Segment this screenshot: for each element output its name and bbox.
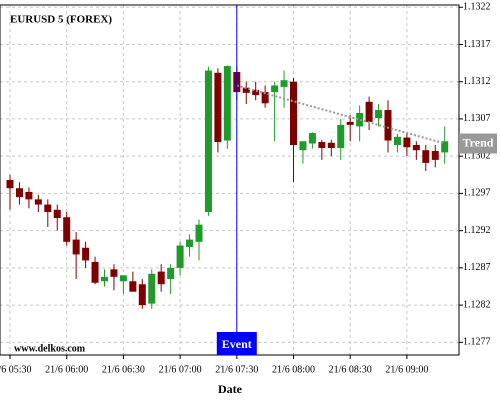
candle-body: [110, 269, 118, 277]
y-tick-label: 1.1322: [463, 2, 491, 13]
candle-body: [34, 199, 42, 205]
y-tick-label: 1.1317: [463, 39, 491, 50]
candle-body: [44, 204, 52, 213]
y-tick-label: 1.1307: [463, 113, 491, 124]
x-tick-label: 21/6 07:00: [159, 364, 202, 375]
event-label: Event: [222, 337, 252, 351]
candle-body: [290, 81, 297, 145]
candle-body: [214, 72, 222, 143]
candle-body: [148, 273, 156, 304]
candle-body: [15, 188, 23, 198]
overlays: [236, 5, 445, 355]
candle-body: [176, 245, 184, 268]
event-label-box: [216, 332, 257, 355]
x-tick-label: 21/6 09:00: [385, 364, 428, 375]
candle-body: [223, 66, 231, 141]
x-tick-label: 21/6 07:30: [215, 364, 258, 375]
candle-body: [186, 239, 194, 248]
candle-body: [167, 267, 175, 280]
marks: [6, 65, 449, 309]
watermark: www.delkos.com: [14, 343, 86, 354]
candle-body: [346, 121, 354, 125]
y-tick-label: 1.1312: [463, 76, 491, 87]
chart-title: EURUSD 5 (FOREX): [10, 14, 112, 26]
candle-body: [204, 70, 212, 213]
y-tick-label: 1.1282: [463, 299, 491, 310]
candle-body: [318, 142, 326, 148]
candle-body: [393, 136, 401, 145]
candle-body: [82, 247, 90, 261]
trend-label: Trend: [463, 135, 494, 149]
candle-body: [403, 137, 411, 148]
candle-body: [384, 110, 392, 141]
candle-body: [299, 141, 307, 151]
trend-label-box: [459, 133, 497, 154]
y-tick-label: 1.1292: [463, 225, 491, 236]
candle-body: [375, 110, 383, 119]
candle-body: [195, 224, 203, 242]
candle-body: [356, 112, 364, 127]
candle-body: [337, 124, 345, 148]
candle-body: [441, 141, 449, 153]
candle-body: [157, 271, 165, 285]
candle-body: [53, 209, 61, 218]
y-tick-label: 1.1287: [463, 262, 491, 273]
candle-body: [280, 80, 288, 87]
x-tick-label: 21/6 05:30: [0, 364, 32, 375]
candle-body: [63, 217, 71, 242]
y-tick-label: 1.1302: [463, 150, 491, 161]
candle-body: [138, 284, 146, 306]
candle-body: [101, 276, 108, 282]
grid: [0, 5, 459, 355]
x-tick-label: 21/6 06:00: [45, 364, 88, 375]
x-tick-label: 21/6 06:30: [102, 364, 145, 375]
plot-border: [0, 4, 460, 356]
candle-body: [431, 150, 439, 160]
candle-body: [271, 85, 279, 93]
x-tick-label: 21/6 08:30: [329, 364, 372, 375]
candle-body: [91, 261, 99, 283]
candle-body: [242, 87, 250, 93]
candle-body: [25, 191, 33, 200]
candle-body: [6, 180, 14, 189]
candle-body: [422, 150, 430, 163]
candle-body: [129, 281, 137, 292]
candle-body: [412, 145, 420, 151]
x-tick-label: 21/6 08:00: [272, 364, 315, 375]
candle-body: [72, 239, 80, 255]
candle-body: [327, 142, 335, 148]
y-tick-label: 1.1277: [463, 337, 491, 348]
candle-body: [365, 101, 373, 122]
candle-body: [252, 89, 260, 96]
x-axis-title: Date: [218, 382, 243, 396]
candle-body: [308, 133, 316, 144]
y-tick-label: 1.1297: [463, 188, 491, 199]
candle-body: [119, 275, 127, 282]
candle-body: [261, 92, 269, 104]
